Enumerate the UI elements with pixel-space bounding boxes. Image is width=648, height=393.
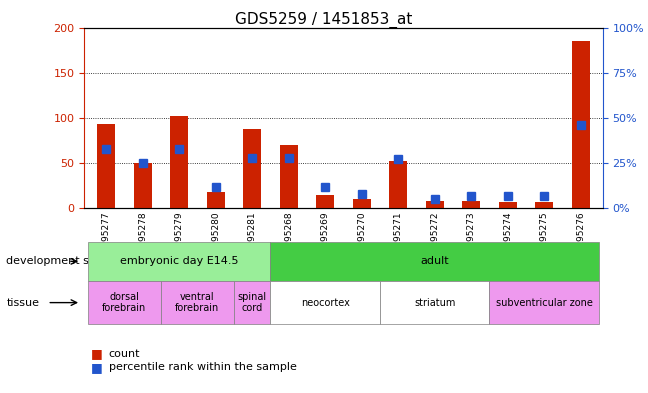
- Bar: [279, 145, 298, 208]
- Bar: [535, 202, 553, 208]
- Bar: [133, 163, 152, 208]
- Text: percentile rank within the sample: percentile rank within the sample: [109, 362, 297, 373]
- Text: spinal
cord: spinal cord: [238, 292, 267, 313]
- Text: ventral
forebrain: ventral forebrain: [176, 292, 220, 313]
- Bar: [462, 201, 480, 208]
- Bar: [97, 124, 115, 208]
- Bar: [316, 195, 334, 208]
- Bar: [572, 41, 590, 208]
- Text: adult: adult: [421, 256, 449, 266]
- Text: striatum: striatum: [414, 298, 456, 308]
- Text: neocortex: neocortex: [301, 298, 350, 308]
- Text: tissue: tissue: [6, 298, 40, 308]
- Text: embryonic day E14.5: embryonic day E14.5: [120, 256, 238, 266]
- Bar: [353, 199, 371, 208]
- Bar: [426, 201, 444, 208]
- Text: development stage: development stage: [6, 256, 115, 266]
- Text: ■: ■: [91, 361, 102, 374]
- Text: subventricular zone: subventricular zone: [496, 298, 593, 308]
- Bar: [207, 192, 225, 208]
- Bar: [170, 116, 189, 208]
- Bar: [389, 161, 408, 208]
- Text: ■: ■: [91, 347, 102, 360]
- Text: GDS5259 / 1451853_at: GDS5259 / 1451853_at: [235, 12, 413, 28]
- Bar: [243, 129, 261, 208]
- Text: count: count: [109, 349, 141, 359]
- Bar: [498, 202, 517, 208]
- Text: dorsal
forebrain: dorsal forebrain: [102, 292, 146, 313]
